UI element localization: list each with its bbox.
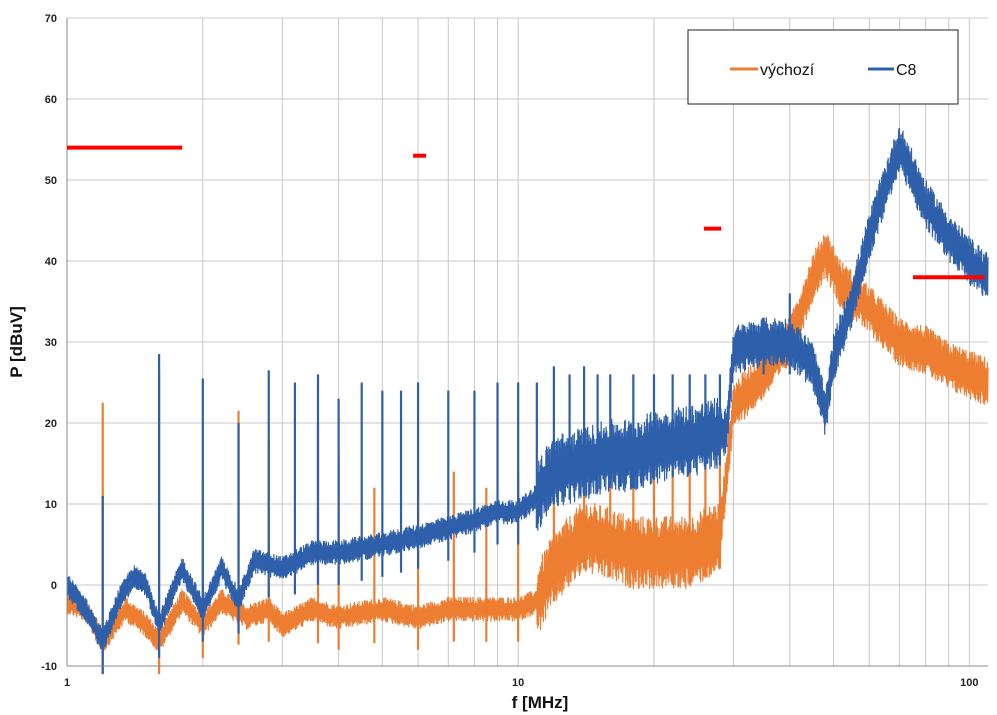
y-tick-label: 70 (45, 13, 57, 25)
legend-label-c8: C8 (896, 62, 917, 79)
y-tick-label: 50 (45, 175, 57, 187)
y-tick-label: -10 (41, 661, 57, 673)
limit-lines (67, 145, 985, 280)
series-line-c8 (66, 127, 989, 655)
x-axis-label: f [MHz] (512, 693, 569, 712)
y-tick-label: 10 (45, 499, 57, 511)
x-tick-labels: 1 10 100 (64, 677, 979, 689)
y-tick-label: 60 (45, 94, 57, 106)
y-tick-labels: -10 0 10 20 30 40 50 60 70 (41, 13, 57, 673)
legend: výchozí C8 (687, 29, 959, 105)
x-tick-label: 100 (960, 677, 978, 689)
grid-lines (66, 17, 988, 667)
series-line-vychozi (66, 234, 989, 653)
plot-series (66, 127, 989, 675)
y-tick-label: 20 (45, 418, 57, 430)
legend-label-vychozi: výchozí (760, 62, 815, 79)
x-tick-label: 10 (512, 677, 524, 689)
y-axis-label: P [dBuV] (7, 306, 26, 377)
y-tick-label: 0 (51, 580, 57, 592)
y-tick-label: 30 (45, 337, 57, 349)
x-tick-label: 1 (64, 677, 70, 689)
y-tick-label: 40 (45, 256, 57, 268)
legend-box (687, 29, 959, 105)
